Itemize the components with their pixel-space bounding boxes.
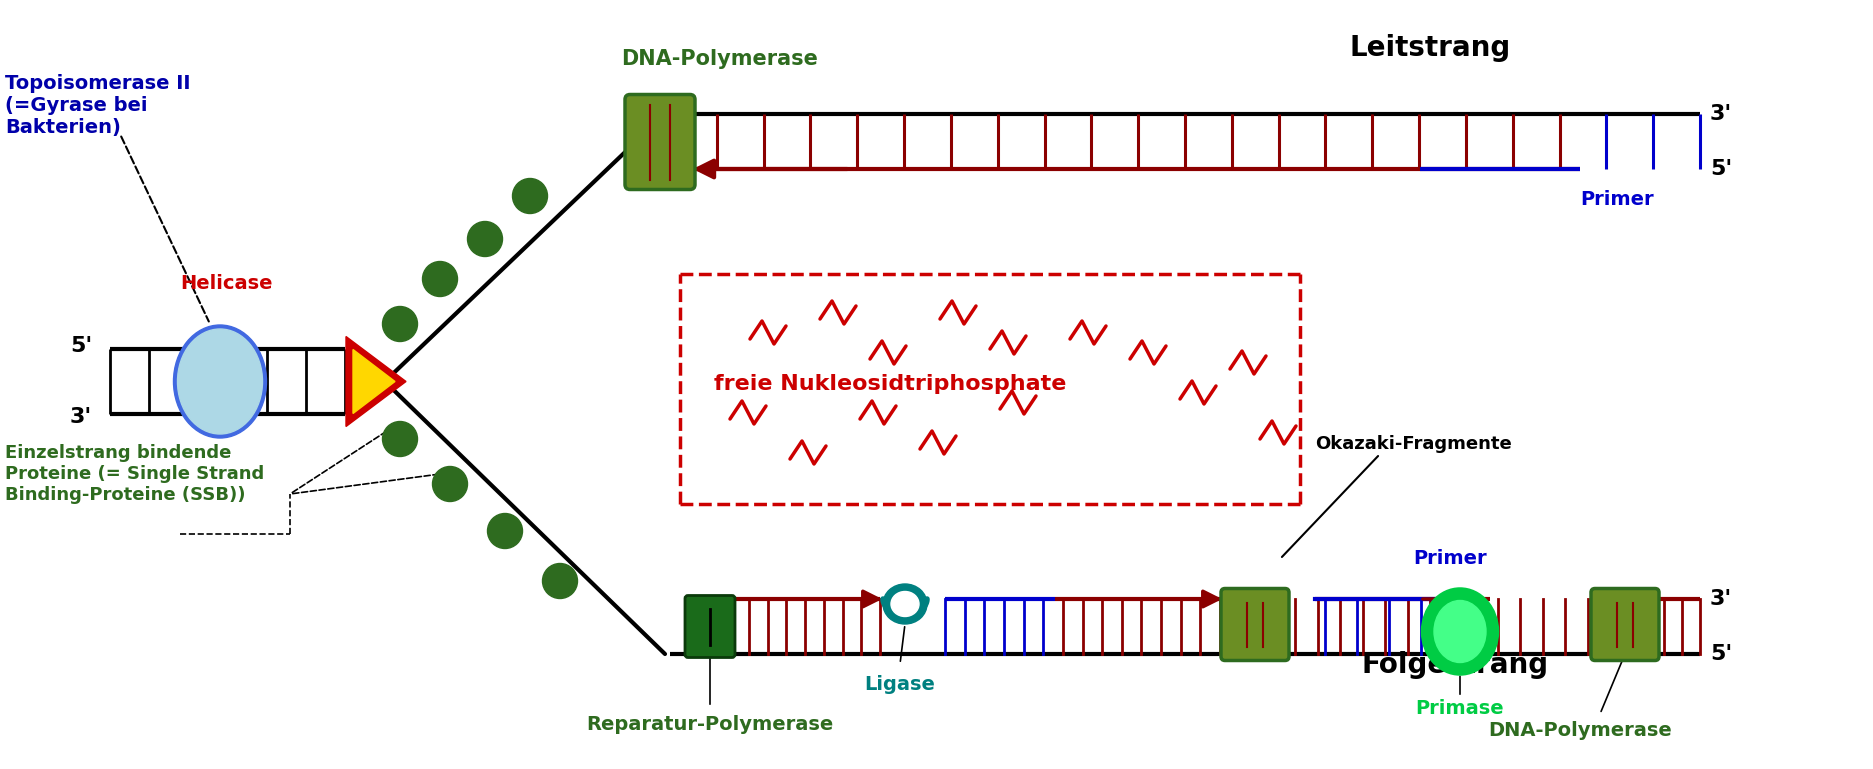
Circle shape: [421, 261, 457, 297]
Text: freie Nukleosidtriphosphate: freie Nukleosidtriphosphate: [714, 374, 1066, 394]
Circle shape: [487, 514, 523, 548]
Text: Okazaki-Fragmente: Okazaki-Fragmente: [1315, 435, 1512, 453]
Text: Primer: Primer: [1579, 189, 1652, 208]
Polygon shape: [352, 349, 395, 414]
Text: 3': 3': [69, 407, 92, 427]
FancyBboxPatch shape: [1590, 588, 1658, 661]
Ellipse shape: [882, 584, 927, 624]
Circle shape: [466, 221, 502, 257]
Text: 5': 5': [69, 336, 92, 356]
FancyBboxPatch shape: [686, 595, 734, 657]
Text: Ligase: Ligase: [863, 674, 935, 694]
Text: 5': 5': [1708, 644, 1731, 664]
Text: 3': 3': [1708, 589, 1731, 609]
Polygon shape: [347, 337, 406, 427]
Ellipse shape: [178, 329, 262, 434]
Text: Reparatur-Polymerase: Reparatur-Polymerase: [586, 714, 833, 734]
Text: Primase: Primase: [1414, 700, 1504, 718]
Text: Topoisomerase II
(=Gyrase bei
Bakterien): Topoisomerase II (=Gyrase bei Bakterien): [6, 74, 191, 137]
Text: 3': 3': [1708, 104, 1731, 124]
Text: DNA-Polymerase: DNA-Polymerase: [1487, 721, 1671, 741]
Text: 5': 5': [1708, 159, 1731, 179]
Circle shape: [433, 467, 466, 501]
FancyBboxPatch shape: [626, 95, 695, 189]
Ellipse shape: [890, 591, 918, 617]
Circle shape: [382, 307, 418, 341]
Text: Helicase: Helicase: [180, 274, 272, 293]
Circle shape: [382, 421, 418, 457]
Ellipse shape: [174, 325, 266, 438]
Text: Einzelstrang bindende
Proteine (= Single Strand
Binding-Proteine (SSB)): Einzelstrang bindende Proteine (= Single…: [6, 444, 264, 504]
Text: DNA-Polymerase: DNA-Polymerase: [622, 49, 819, 69]
Circle shape: [541, 564, 577, 598]
FancyBboxPatch shape: [1221, 588, 1289, 661]
Ellipse shape: [1422, 589, 1497, 674]
Text: Folgestrang: Folgestrang: [1360, 651, 1547, 679]
Ellipse shape: [1433, 601, 1485, 663]
Text: Leitstrang: Leitstrang: [1349, 34, 1510, 62]
Circle shape: [511, 178, 547, 214]
Text: Primer: Primer: [1412, 550, 1485, 568]
